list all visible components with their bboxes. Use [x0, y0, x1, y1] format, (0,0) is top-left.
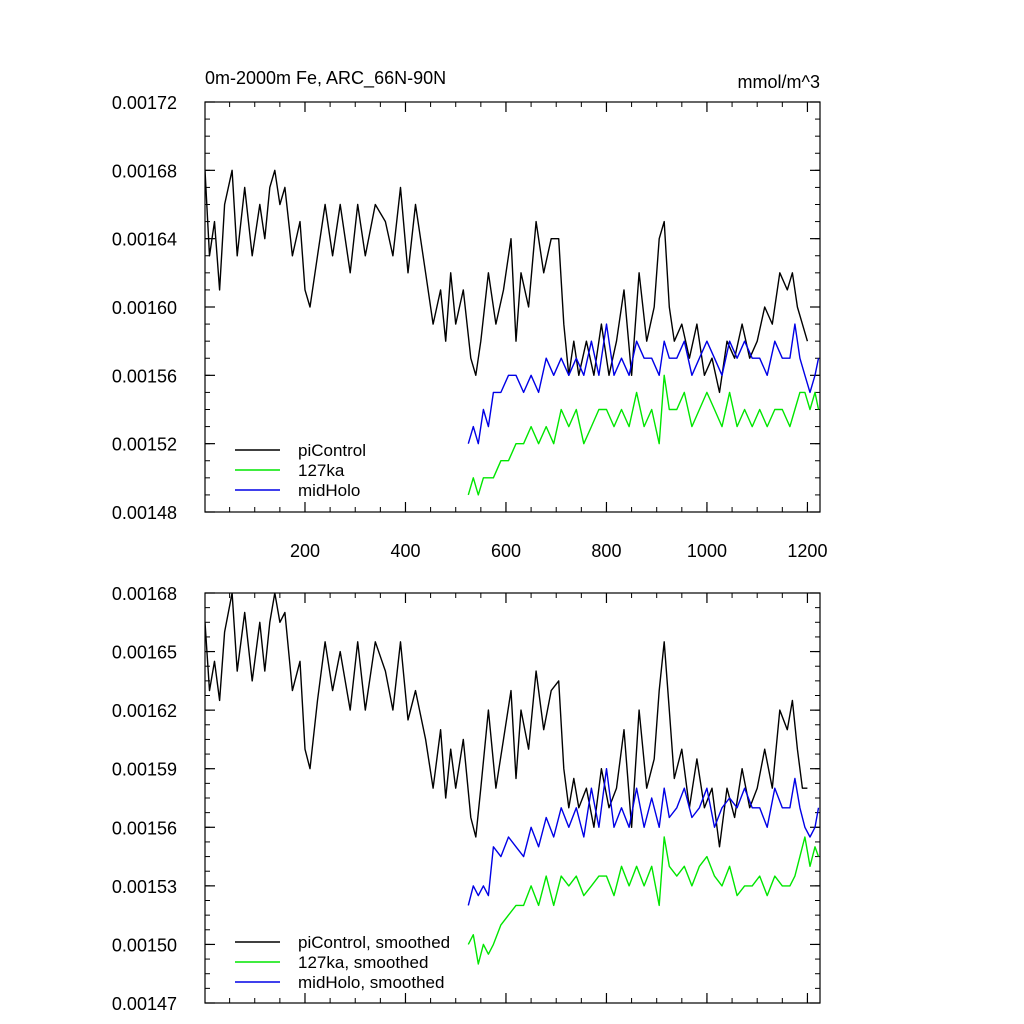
- series-line-picontrol: [205, 169, 809, 394]
- x-tick-label: 600: [491, 541, 521, 561]
- series-line-midholo-smoothed: [467, 768, 820, 906]
- y-tick-label: 0.00164: [112, 230, 177, 250]
- series-line-picontrol-smoothed: [205, 593, 808, 848]
- legend-label: piControl, smoothed: [298, 933, 450, 952]
- y-tick-label: 0.00168: [112, 584, 177, 604]
- legend-label: midHolo: [298, 481, 360, 500]
- y-tick-label: 0.00156: [112, 366, 177, 386]
- series-line-midholo: [467, 323, 820, 445]
- y-tick-label: 0.00162: [112, 701, 177, 721]
- y-tick-label: 0.00147: [112, 994, 177, 1014]
- legend-label: piControl: [298, 441, 366, 460]
- y-tick-label: 0.00152: [112, 435, 177, 455]
- y-tick-label: 0.00148: [112, 503, 177, 523]
- y-tick-label: 0.00153: [112, 877, 177, 897]
- legend-label: 127ka, smoothed: [298, 953, 428, 972]
- x-tick-label: 1000: [687, 541, 727, 561]
- top-panel: 0m-2000m Fe, ARC_66N-90N mmol/m^3 0.0014…: [112, 68, 828, 561]
- y-tick-label: 0.00160: [112, 298, 177, 318]
- x-tick-label: 1200: [787, 541, 827, 561]
- series-line-127ka: [467, 374, 820, 496]
- chart-title: 0m-2000m Fe, ARC_66N-90N: [205, 68, 446, 89]
- x-tick-label: 400: [390, 541, 420, 561]
- series-line-127ka-smoothed: [467, 836, 820, 965]
- y-tick-label: 0.00172: [112, 93, 177, 113]
- x-tick-label: 200: [290, 541, 320, 561]
- bottom-panel: 0.00147 0.00150 0.00153 0.00156 0.00159 0.001…: [112, 584, 821, 1014]
- y-tick-label: 0.00165: [112, 643, 177, 663]
- y-tick-label: 0.00156: [112, 818, 177, 838]
- y-tick-label: 0.00159: [112, 760, 177, 780]
- y-tick-label: 0.00150: [112, 935, 177, 955]
- y-tick-label: 0.00168: [112, 161, 177, 181]
- units-label: mmol/m^3: [738, 72, 820, 92]
- legend-label: midHolo, smoothed: [298, 973, 444, 992]
- legend-label: 127ka: [298, 461, 345, 480]
- x-tick-label: 800: [591, 541, 621, 561]
